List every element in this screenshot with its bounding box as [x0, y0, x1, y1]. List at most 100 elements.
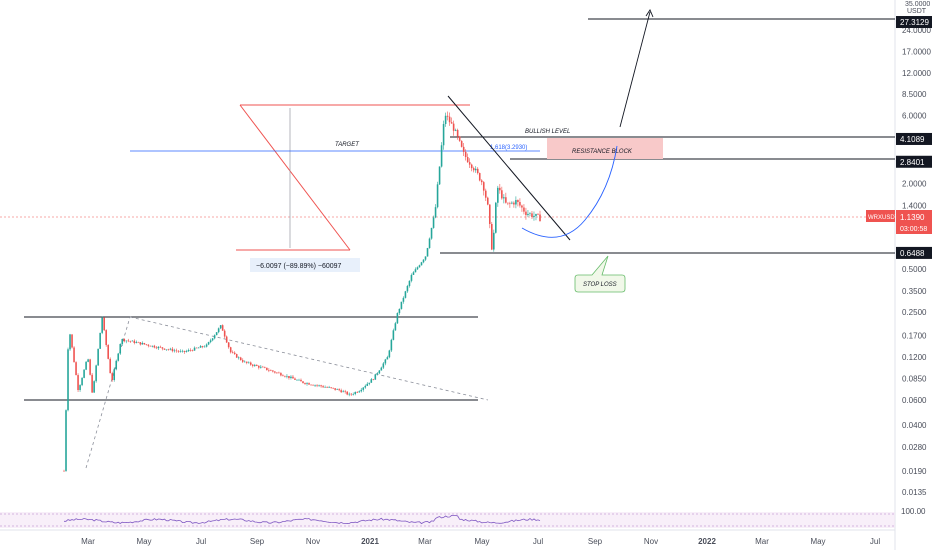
candle-body: [482, 182, 485, 191]
candle-body: [109, 358, 111, 374]
candle-body: [95, 365, 97, 382]
candle-body: [513, 202, 515, 205]
projection-arrow[interactable]: [619, 11, 651, 128]
candle-body: [203, 346, 206, 348]
candle-body: [167, 349, 170, 351]
y-tick-label: 24.0000: [902, 26, 931, 35]
candle-body: [495, 202, 497, 233]
candle-body: [183, 350, 186, 352]
candle-body: [505, 197, 507, 203]
candle-body: [149, 345, 152, 347]
candle-body: [338, 389, 340, 391]
candle-body: [480, 180, 483, 183]
wedge-upper-line[interactable]: [447, 95, 571, 241]
candle-body: [464, 151, 467, 158]
candle-body: [318, 385, 320, 386]
candle-body: [165, 349, 168, 351]
candle-body: [181, 350, 184, 352]
candle-body: [434, 207, 437, 218]
candle-body: [147, 344, 150, 346]
candle-body: [83, 369, 85, 378]
candle-body: [171, 348, 174, 352]
candle-body: [217, 328, 220, 333]
current-countdown: 03:00:58: [900, 226, 927, 233]
candle-body: [264, 367, 266, 368]
candle-body: [131, 340, 134, 342]
candle-body: [420, 262, 423, 266]
candle-body: [63, 470, 65, 472]
candle-body: [93, 381, 95, 393]
candle-body: [490, 223, 493, 250]
candle-body: [235, 354, 238, 358]
x-tick-label: Jul: [196, 537, 206, 546]
candle-body: [368, 382, 371, 384]
candle-body: [382, 363, 385, 368]
candle-body: [284, 376, 286, 377]
measure-tool[interactable]: −6.0097 (−89.89%) −60097: [236, 104, 470, 272]
candle-body: [157, 346, 160, 349]
candle-body: [69, 334, 71, 350]
candle-body: [472, 168, 475, 171]
candle-body: [392, 330, 395, 340]
candle-body: [308, 383, 310, 385]
price-tag: 4.1089: [896, 132, 932, 145]
candle-body: [286, 375, 288, 377]
candle-body: [454, 129, 457, 131]
arrow-head-icon: [645, 9, 654, 18]
measure-label: −6.0097 (−89.89%) −60097: [256, 263, 342, 270]
candle-body: [211, 338, 214, 341]
projection-curve[interactable]: [521, 145, 618, 238]
y-tick-label: 0.1700: [902, 332, 927, 341]
candle-body: [209, 340, 212, 343]
candle-body: [342, 391, 344, 393]
descending-trendline[interactable]: [129, 316, 489, 401]
x-tick-label: May: [810, 537, 825, 546]
candle-body: [408, 280, 411, 286]
candle-body: [145, 344, 148, 345]
candle-body: [105, 330, 107, 346]
candle-body: [444, 115, 447, 125]
candle-body: [390, 339, 393, 351]
candle-body: [350, 393, 353, 395]
candle-body: [117, 353, 120, 361]
current-symbol: WRXUSDT: [868, 215, 899, 221]
price-tag: 0.6488: [896, 246, 932, 259]
candle-body: [533, 215, 535, 218]
x-tick-label: Sep: [588, 537, 603, 546]
y-tick-label: 0.3500: [902, 287, 927, 296]
candle-body: [414, 269, 417, 273]
candle-body: [436, 184, 439, 208]
price-tag-label: 0.6488: [900, 249, 925, 258]
candle-body: [65, 410, 67, 471]
resistance-block[interactable]: [547, 138, 663, 159]
candle-body: [456, 129, 459, 137]
candle-body: [111, 373, 114, 381]
y-tick-label: 2.0000: [902, 179, 927, 188]
oscillator-line: [64, 515, 541, 525]
ascending-trendline[interactable]: [85, 316, 131, 469]
candle-body: [71, 334, 73, 348]
x-tick-label: May: [136, 537, 151, 546]
candle-body: [278, 372, 280, 374]
candle-body: [466, 157, 469, 163]
y-tick-label: 0.0600: [902, 396, 927, 405]
fib-label: 1.618(3.2930): [490, 145, 527, 151]
stop-loss-callout[interactable]: STOP LOSS: [574, 255, 626, 293]
candle-body: [139, 342, 142, 345]
candle-body: [422, 259, 425, 263]
candle-body: [207, 342, 210, 345]
y-tick-label: 0.0280: [902, 443, 927, 452]
candle-body: [191, 350, 194, 351]
candle-body: [362, 387, 365, 390]
candle-body: [151, 345, 154, 347]
candle-body: [225, 336, 228, 343]
candle-body: [478, 173, 481, 181]
candle-body: [468, 162, 471, 165]
x-tick-label: Nov: [644, 537, 658, 546]
candle-body: [201, 346, 204, 347]
candle-body: [113, 369, 116, 381]
candle-body: [187, 349, 190, 352]
candle-body: [488, 204, 491, 224]
candle-body: [523, 207, 525, 212]
